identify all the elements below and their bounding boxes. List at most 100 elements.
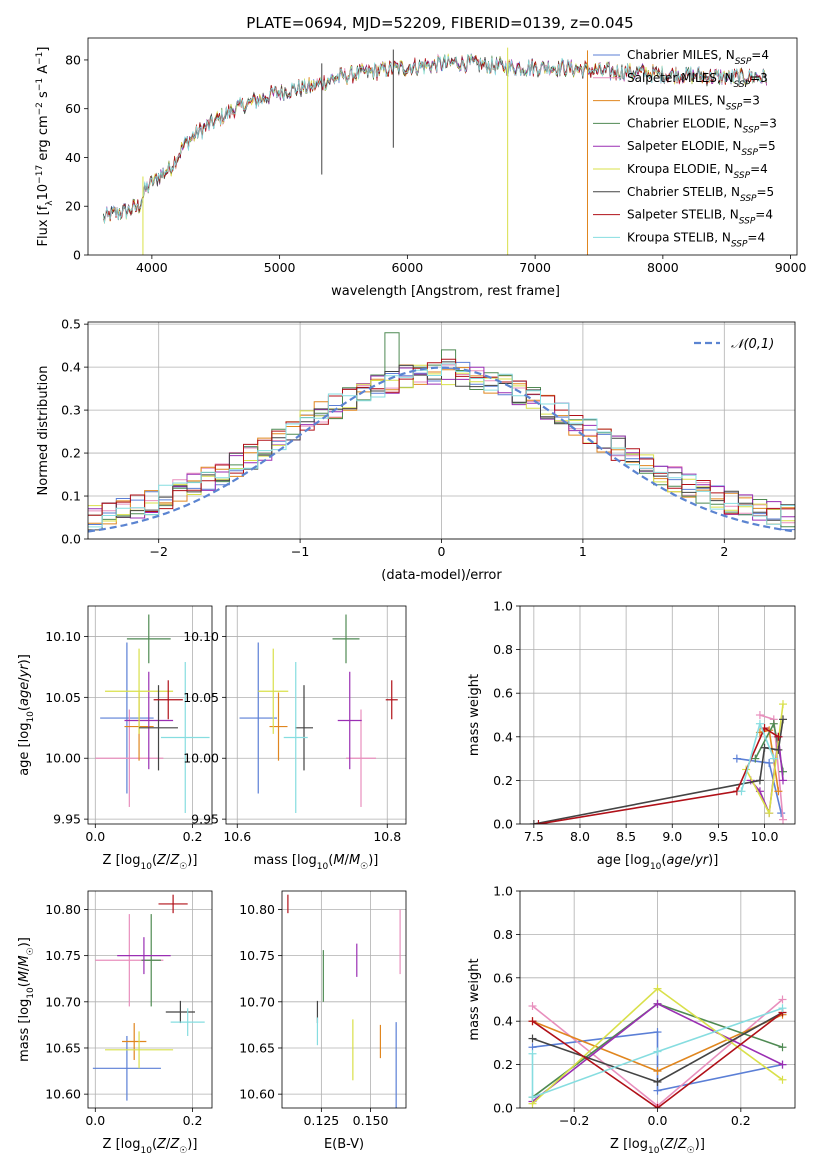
residual-histogram — [88, 358, 795, 517]
y-tick-label: 0.0 — [493, 817, 513, 832]
y-tick-label: 10.75 — [45, 948, 81, 963]
x-tick-label: −1 — [291, 544, 309, 559]
y-tick-label: 0.1 — [61, 489, 81, 504]
y-tick-label: 0.2 — [61, 446, 81, 461]
age-vs-Z-frame — [87, 605, 213, 825]
gaussian-reference-curve — [88, 366, 795, 533]
weight-marker — [778, 1075, 787, 1084]
weight-line — [538, 726, 779, 824]
age-vs-Z-xlabel: Z [log10(Z/Z☉)] — [103, 853, 198, 872]
x-tick-label: 0.2 — [183, 1113, 203, 1128]
weight-marker — [778, 1004, 787, 1013]
x-tick-label: 2 — [720, 544, 728, 559]
spectrum-xlabel: wavelength [Angstrom, rest frame] — [331, 284, 560, 299]
mass-weight-vs-Z-ylabel: mass weight — [467, 958, 482, 1040]
y-tick-label: 40 — [65, 150, 81, 165]
residual-histograms — [88, 332, 795, 533]
y-tick-label: 10.70 — [239, 994, 275, 1009]
mass-vs-EBV-xlabel: E(B-V) — [324, 1137, 364, 1152]
y-tick-label: 0.0 — [493, 1101, 513, 1116]
mass-weight-vs-Z-xlabel: Z [log10(Z/Z☉)] — [610, 1137, 705, 1156]
errorbar-point — [337, 671, 362, 770]
weight-marker — [755, 711, 764, 719]
y-tick-label: 1.0 — [493, 599, 513, 614]
errorbar-point — [170, 1008, 205, 1036]
errorbar-point — [95, 709, 164, 807]
y-tick-label: 80 — [65, 52, 81, 67]
errorbar-point — [92, 1035, 161, 1101]
errorbar-point — [126, 614, 171, 664]
weight-marker — [778, 1060, 787, 1069]
spectrum-lines — [102, 47, 768, 255]
weight-marker — [779, 776, 788, 785]
mass-vs-Z-xlabel: Z [log10(Z/Z☉)] — [103, 1137, 198, 1156]
y-tick-label: 1.0 — [493, 884, 513, 899]
y-tick-label: 10.10 — [45, 629, 81, 644]
y-tick-label: 10.00 — [183, 751, 219, 766]
weight-marker — [528, 1034, 537, 1043]
weight-marker — [774, 745, 783, 754]
x-tick-label: −0.2 — [559, 1113, 589, 1128]
errorbar-point — [105, 648, 174, 734]
weight-marker — [653, 1028, 662, 1037]
legend-label: Kroupa STELIB, NSSP=4 — [627, 230, 765, 249]
y-tick-label: 10.75 — [239, 948, 275, 963]
legend-label: Salpeter STELIB, NSSP=4 — [627, 208, 773, 227]
x-tick-label: 0.2 — [183, 829, 203, 844]
weight-marker — [751, 754, 760, 763]
mass-weight-vs-age-ylabel: mass weight — [467, 674, 482, 756]
y-tick-label: 0.4 — [493, 1014, 513, 1029]
weight-marker — [765, 758, 774, 767]
age-vs-Z-ylabel: age [log10(age/yr)] — [17, 654, 36, 776]
x-tick-label: 9.5 — [708, 829, 728, 844]
weight-marker — [774, 732, 783, 741]
weight-marker — [755, 776, 764, 785]
weight-marker — [774, 787, 783, 796]
legend-label: Salpeter MILES, NSSP=3 — [627, 71, 768, 90]
weight-marker — [653, 1047, 662, 1056]
errorbar-point — [117, 937, 171, 975]
weight-marker — [653, 1086, 662, 1095]
age-vs-mass-frame — [225, 605, 407, 825]
y-tick-label: 10.80 — [239, 902, 275, 917]
spectrum-series-line — [102, 53, 767, 224]
y-tick-label: 0.4 — [61, 360, 81, 375]
y-tick-label: 0.6 — [493, 686, 513, 701]
weight-marker — [755, 719, 764, 728]
mass-vs-EBV-points — [287, 894, 401, 1108]
errorbar-point — [332, 614, 360, 664]
weight-marker — [769, 754, 778, 763]
x-tick-label: 0.125 — [303, 1113, 339, 1128]
age-vs-mass-xlabel: mass [log10(M/M☉)] — [254, 853, 379, 872]
x-tick-label: 4000 — [136, 260, 168, 275]
legend-label: Chabrier STELIB, NSSP=5 — [627, 185, 774, 204]
x-tick-label: 10.6 — [223, 829, 251, 844]
spectrum-series-line — [102, 55, 768, 224]
residual-histogram — [88, 363, 795, 528]
weight-marker — [778, 995, 787, 1004]
mass-weight-vs-age-xlabel: age [log10(age/yr)] — [597, 853, 719, 872]
mass-vs-EBV-frame — [281, 890, 407, 1109]
age-vs-mass-points — [239, 614, 398, 814]
x-tick-label: 6000 — [391, 260, 423, 275]
errorbar-point — [385, 680, 398, 720]
errorbar-point — [258, 648, 289, 734]
weight-line — [532, 1031, 783, 1092]
weight-marker — [777, 809, 786, 818]
x-tick-label: 0.0 — [648, 1113, 668, 1128]
errorbar-point — [160, 662, 210, 814]
weight-marker — [528, 1002, 537, 1011]
x-tick-label: 9.0 — [662, 829, 682, 844]
legend-label: 𝒩(0,1) — [731, 337, 774, 352]
weight-marker — [779, 815, 788, 824]
weight-marker — [760, 743, 769, 752]
mass-vs-Z-axes: 0.0 0.2 10.60 10.65 10.70 10.75 10.80 — [45, 891, 212, 1128]
y-tick-label: 10.00 — [45, 751, 81, 766]
weight-marker — [653, 999, 662, 1008]
spectrum-frame — [87, 37, 798, 256]
errorbar-point — [141, 914, 161, 1007]
weight-marker — [653, 1067, 662, 1076]
x-tick-label: 10.0 — [751, 829, 779, 844]
weight-marker — [528, 1093, 537, 1102]
